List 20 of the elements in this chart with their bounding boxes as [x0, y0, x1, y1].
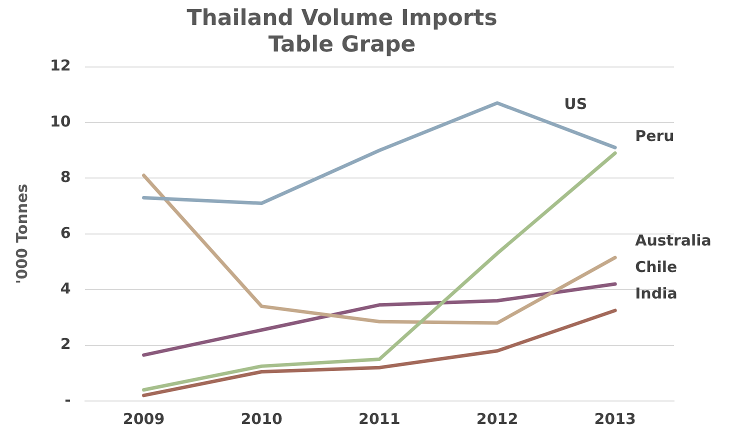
text: Thailand Volume Imports: [186, 6, 498, 31]
series-label: US: [564, 95, 588, 114]
y-tick-label: 10: [50, 112, 71, 130]
y-tick-label: 8: [60, 168, 71, 186]
series-label: Chile: [635, 258, 678, 276]
series-label: Peru: [635, 127, 674, 146]
x-tick-label: 2009: [122, 410, 165, 428]
x-tick-label: 2010: [240, 410, 282, 428]
y-axis-title: '000 Tonnes: [12, 184, 31, 284]
y-tick-label: 12: [50, 56, 71, 75]
y-tick-label: 6: [60, 224, 71, 242]
text: Table Grape: [268, 32, 416, 58]
y-tick-label: 4: [60, 279, 71, 298]
x-tick-label: 2011: [358, 410, 400, 428]
y-tick-label: 2: [60, 335, 71, 354]
series-label: Australia: [635, 231, 712, 250]
series-label: India: [635, 284, 678, 302]
x-tick-label: 2013: [594, 410, 636, 428]
x-tick-label: 2012: [476, 410, 518, 428]
y-tick-label: -: [64, 390, 71, 409]
